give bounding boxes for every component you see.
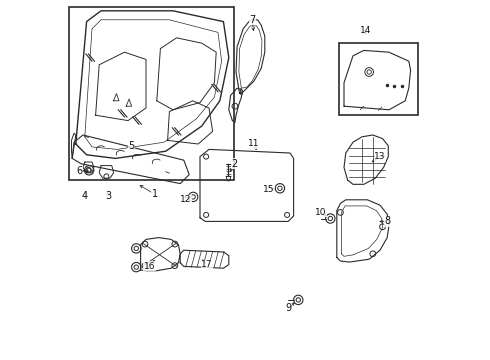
Text: 9: 9 [285,303,291,313]
Text: 13: 13 [374,152,386,161]
Text: 10: 10 [315,208,326,217]
Text: 7: 7 [249,15,255,25]
Bar [69,7,234,180]
Text: 2: 2 [231,159,237,169]
Text: 12: 12 [180,195,191,204]
Text: 1: 1 [152,189,158,199]
Bar [339,43,418,115]
Text: 3: 3 [105,191,111,201]
Text: 5: 5 [128,141,135,151]
Text: 17: 17 [201,260,213,269]
Text: 11: 11 [248,139,260,148]
Text: 14: 14 [360,26,371,35]
Text: 4: 4 [82,191,88,201]
Text: 15: 15 [263,184,274,194]
Text: 8: 8 [384,216,390,226]
Text: 6: 6 [76,166,82,176]
Text: 16: 16 [144,262,155,271]
